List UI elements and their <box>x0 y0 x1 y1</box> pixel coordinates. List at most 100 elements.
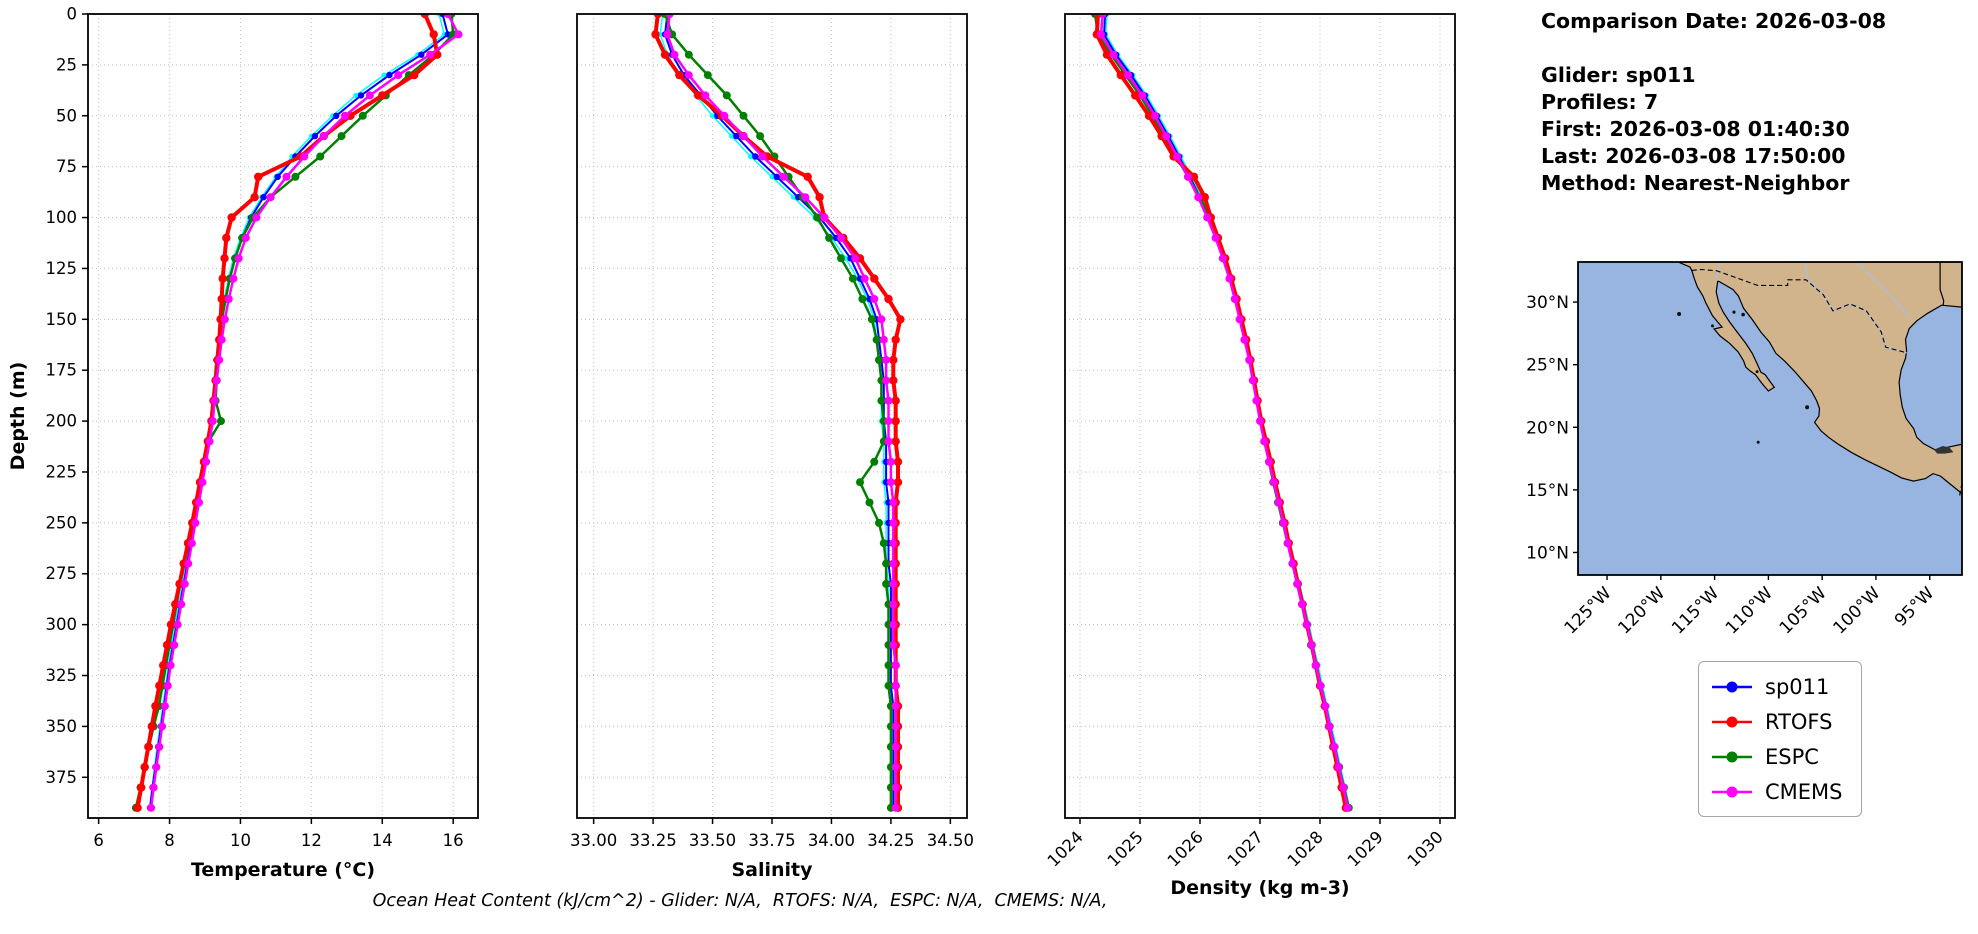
salinity-series-sp011 <box>661 14 897 811</box>
temperature-x-tick-label: 16 <box>443 831 464 850</box>
salinity-x-tick-label: 33.75 <box>748 831 795 850</box>
map-country-border <box>1691 268 1907 354</box>
first-time-text: First: 2026-03-08 01:40:30 <box>1541 117 1850 141</box>
legend-marker-icon <box>1712 716 1752 727</box>
salinity-xlabel: Salinity <box>731 859 813 881</box>
salinity-x-ticks: 33.00 33.25 33.50 33.75 34.00 34.25 34.50 <box>570 818 974 850</box>
salinity-series-CMEMS <box>663 14 900 812</box>
legend-entry-RTOFS: RTOFS <box>1709 705 1843 738</box>
temperature-y-tick-label: 75 <box>56 157 77 176</box>
map-lon-label: 105°W <box>1776 583 1831 638</box>
last-time-text: Last: 2026-03-08 17:50:00 <box>1541 144 1846 168</box>
map-lon-label: 110°W <box>1722 583 1777 638</box>
map-lat-label: 25°N <box>1526 356 1569 376</box>
map-island <box>1741 312 1745 317</box>
density-x-tick-label: 1026 <box>1164 827 1207 870</box>
map-content <box>1578 262 1962 575</box>
temperature-frame <box>87 13 479 819</box>
temperature-y-tick-label: 100 <box>46 208 78 227</box>
method-text: Method: Nearest-Neighbor <box>1541 171 1850 195</box>
temperature-y-tick-label: 225 <box>46 462 78 481</box>
map-island <box>1677 312 1682 316</box>
map-island <box>1732 310 1736 314</box>
map-island <box>1756 440 1760 444</box>
temperature-y-tick-label: 200 <box>46 412 78 431</box>
temperature-x-ticks: 6 8 10 12 14 16 <box>93 818 464 850</box>
legend: sp011 RTOFS ESPC CMEMS <box>1698 661 1862 817</box>
temperature-y-tick-label: 275 <box>46 564 78 583</box>
glider-text: Glider: sp011 <box>1541 63 1696 87</box>
map-frame <box>1577 261 1963 576</box>
map-island <box>1805 405 1810 410</box>
info-spacer <box>1541 35 1886 62</box>
legend-entry-ESPC: ESPC <box>1709 740 1843 773</box>
temperature-y-tick-label: 175 <box>46 361 78 380</box>
temperature-y-tick-label: 50 <box>56 106 77 125</box>
temperature-series-CMEMS <box>147 14 463 812</box>
temperature-plot: 6 8 10 12 14 16 0 25 50 75 100 125 150 175 200 225 250 27… <box>7 5 479 881</box>
temperature-y-tick-label: 325 <box>46 666 78 685</box>
temperature-series-RTOFS <box>133 14 442 812</box>
density-grid <box>1065 13 1455 818</box>
map-lat-label: 15°N <box>1526 481 1569 501</box>
salinity-x-tick-label: 34.25 <box>867 831 914 850</box>
map-lon-label: 120°W <box>1614 583 1669 638</box>
density-x-tick-label: 1024 <box>1044 827 1087 870</box>
salinity-series-profiles <box>657 14 894 811</box>
temperature-y-tick-label: 25 <box>56 55 77 74</box>
density-series-CMEMS <box>1097 14 1352 812</box>
density-x-tick-label: 1028 <box>1284 827 1327 870</box>
map-lon-label: 115°W <box>1668 583 1723 638</box>
map-lat-label: 30°N <box>1526 293 1569 313</box>
salinity-series-RTOFS <box>651 14 905 812</box>
profiles-text: Profiles: 7 <box>1541 90 1659 114</box>
temperature-series-profiles <box>147 14 447 811</box>
temperature-x-tick-label: 8 <box>164 831 175 850</box>
density-series-RTOFS <box>1092 14 1350 812</box>
footer-note: Ocean Heat Content (kJ/cm^2) - Glider: N… <box>372 891 1108 911</box>
density-x-tick-label: 1025 <box>1104 827 1147 870</box>
info-panel: Comparison Date: 2026-03-08 Glider: sp01… <box>1541 8 1886 197</box>
salinity-x-tick-label: 33.25 <box>629 831 676 850</box>
temperature-series-sp011 <box>146 14 452 811</box>
map-river <box>1856 262 1910 318</box>
density-x-tick-label: 1029 <box>1344 827 1387 870</box>
map-lon-label: 125°W <box>1561 583 1616 638</box>
temperature-y-tick-label: 250 <box>46 513 78 532</box>
map-wetland <box>1934 446 1954 454</box>
density-series-sp011 <box>1100 14 1352 811</box>
temperature-ylabel: Depth (m) <box>7 362 29 471</box>
density-x-tick-label: 1027 <box>1224 827 1267 870</box>
map-island <box>1711 324 1714 328</box>
legend-entry-sp011: sp011 <box>1709 670 1843 703</box>
temperature-xlabel: Temperature (°C) <box>191 859 375 881</box>
temperature-y-ticks: 0 25 50 75 100 125 150 175 200 225 250 275 300 325 350… <box>46 5 88 787</box>
legend-label: ESPC <box>1765 744 1819 769</box>
salinity-series-group <box>651 14 905 812</box>
salinity-x-tick-label: 34.50 <box>927 831 974 850</box>
legend-marker-icon <box>1712 751 1752 762</box>
legend-label: RTOFS <box>1765 709 1833 734</box>
salinity-x-tick-label: 33.00 <box>570 831 617 850</box>
density-x-ticks: 1024 1025 1026 1027 1028 1029 1030 <box>1044 818 1447 871</box>
map-lon-label: 95°W <box>1891 583 1938 630</box>
temperature-x-tick-label: 6 <box>93 831 104 850</box>
map-river <box>1716 262 1721 281</box>
salinity-series-ESPC <box>661 14 895 812</box>
map-lon-label: 100°W <box>1829 583 1884 638</box>
temperature-y-tick-label: 375 <box>46 768 78 787</box>
salinity-x-tick-label: 33.50 <box>689 831 736 850</box>
map-island <box>1755 370 1759 374</box>
map-lat-label: 10°N <box>1526 543 1569 563</box>
density-xlabel: Density (kg m-3) <box>1170 877 1349 899</box>
legend-marker-icon <box>1712 681 1752 692</box>
legend-label: CMEMS <box>1765 779 1843 804</box>
density-plot: 1024 1025 1026 1027 1028 1029 1030 Density (kg … <box>1044 13 1456 899</box>
temperature-y-tick-label: 125 <box>46 259 78 278</box>
density-x-tick-label: 1030 <box>1404 827 1447 870</box>
map-land <box>1677 262 1962 495</box>
map-state-line <box>1939 262 1945 306</box>
density-series-ESPC <box>1091 14 1353 812</box>
